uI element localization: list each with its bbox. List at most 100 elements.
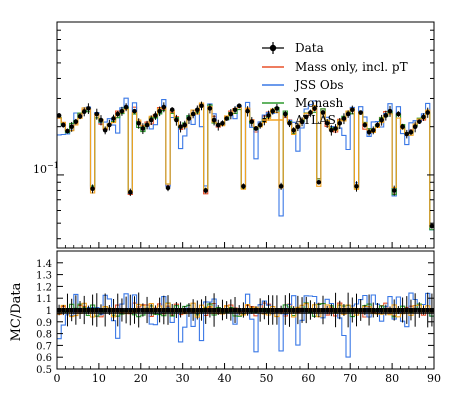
ratio-data-point <box>367 308 372 312</box>
data-point <box>107 122 112 128</box>
data-point <box>370 127 376 133</box>
data-point <box>425 110 431 115</box>
legend-data-marker <box>269 44 277 52</box>
ratio-data-point <box>212 308 217 312</box>
x-tick-label: 30 <box>176 372 190 385</box>
x-tick-label: 60 <box>301 372 315 385</box>
data-point <box>396 111 401 117</box>
data-point <box>412 124 418 129</box>
ratio-data-point <box>300 308 305 312</box>
ratio-data-point <box>295 308 300 312</box>
ratio-data-point <box>346 308 351 312</box>
data-point <box>299 119 305 124</box>
ratio-data-point <box>312 308 317 312</box>
ratio-data-point <box>325 308 330 312</box>
ratio-data-point <box>287 308 292 312</box>
data-point <box>140 126 146 131</box>
ratio-data-point <box>98 308 103 312</box>
ratio-y-tick-label: 1.3 <box>36 271 52 282</box>
ratio-data-point <box>266 308 271 312</box>
data-point <box>337 120 343 126</box>
data-point <box>86 106 91 111</box>
x-tick-label: 50 <box>259 372 273 385</box>
data-point <box>178 124 183 129</box>
ratio-data-point <box>316 308 321 312</box>
data-point <box>278 183 284 189</box>
data-point <box>60 122 66 128</box>
ratio-data-point <box>207 308 212 312</box>
ratio-data-point <box>107 308 112 312</box>
ratio-series-atlas <box>57 302 434 318</box>
data-points-layer <box>56 101 435 229</box>
data-point <box>73 119 79 124</box>
data-point <box>236 103 242 109</box>
data-point <box>207 106 213 111</box>
data-point <box>77 114 83 119</box>
data-point <box>429 223 435 229</box>
data-point <box>144 122 150 128</box>
ratio-data-point <box>69 308 74 312</box>
ratio-y-tick-label: 1.4 <box>36 259 52 270</box>
ratio-data-point <box>350 308 355 312</box>
data-point <box>316 179 322 185</box>
ratio-y-axis-label: MC/Data <box>9 282 24 341</box>
data-point <box>274 106 280 111</box>
data-point <box>148 117 154 123</box>
legend-entry-data: Data <box>262 41 324 55</box>
x-tick-label: 10 <box>92 372 106 385</box>
ratio-data-point <box>73 308 78 312</box>
data-point <box>211 117 217 123</box>
ratio-data-point <box>233 308 238 312</box>
data-point <box>366 129 372 135</box>
data-point <box>404 131 410 137</box>
ratio-y-tick-label: 1.2 <box>36 282 52 293</box>
ratio-data-point <box>216 308 221 312</box>
ratio-data-point <box>115 308 120 312</box>
legend-entry-monash: Monash <box>262 96 344 110</box>
data-point <box>115 111 121 117</box>
ratio-data-point <box>195 308 200 312</box>
data-point <box>362 122 368 128</box>
ratio-data-layer <box>57 292 434 328</box>
ratio-data-point <box>379 308 384 312</box>
ratio-data-point <box>119 308 124 312</box>
ratio-data-point <box>320 308 325 312</box>
legend: Data Mass only, incl. pT JSS Obs Monash … <box>262 41 408 127</box>
data-point <box>157 108 162 114</box>
ratio-data-point <box>140 308 145 312</box>
data-point <box>190 111 196 117</box>
data-point <box>161 104 167 110</box>
ratio-data-point <box>262 308 267 312</box>
ratio-data-point <box>228 308 233 312</box>
data-point <box>354 183 359 189</box>
x-tick-label: 0 <box>54 372 61 385</box>
data-point <box>136 120 141 126</box>
data-point <box>203 188 209 193</box>
ratio-data-point <box>178 308 183 312</box>
ratio-data-point <box>82 308 87 312</box>
ratio-y-tick-label: 1.1 <box>36 294 52 305</box>
ratio-data-point <box>362 308 367 312</box>
data-point <box>81 109 87 115</box>
legend-label-monash: Monash <box>295 96 344 110</box>
data-point <box>391 188 397 193</box>
ratio-data-point <box>166 308 171 312</box>
ratio-y-tick-label: 0.8 <box>36 330 52 341</box>
ratio-data-point <box>199 308 204 312</box>
ratio-data-point <box>308 308 313 312</box>
ratio-data-point <box>404 308 409 312</box>
x-tick-label: 90 <box>427 372 441 385</box>
ratio-data-point <box>124 308 129 312</box>
ratio-data-point <box>283 308 288 312</box>
ratio-data-point <box>65 308 70 312</box>
ratio-data-point <box>291 308 296 312</box>
ratio-data-point <box>61 308 66 312</box>
ratio-data-point <box>153 308 158 312</box>
ratio-data-point <box>170 308 175 312</box>
ratio-data-point <box>388 308 393 312</box>
ratio-panel: 0.50.60.70.80.911.11.21.31.4 0 10 20 30 40 50… <box>9 250 442 385</box>
data-point <box>358 110 363 115</box>
ratio-data-point <box>161 308 166 312</box>
x-tick-labels: 0 10 20 30 40 50 60 70 80 90 <box>54 372 442 385</box>
